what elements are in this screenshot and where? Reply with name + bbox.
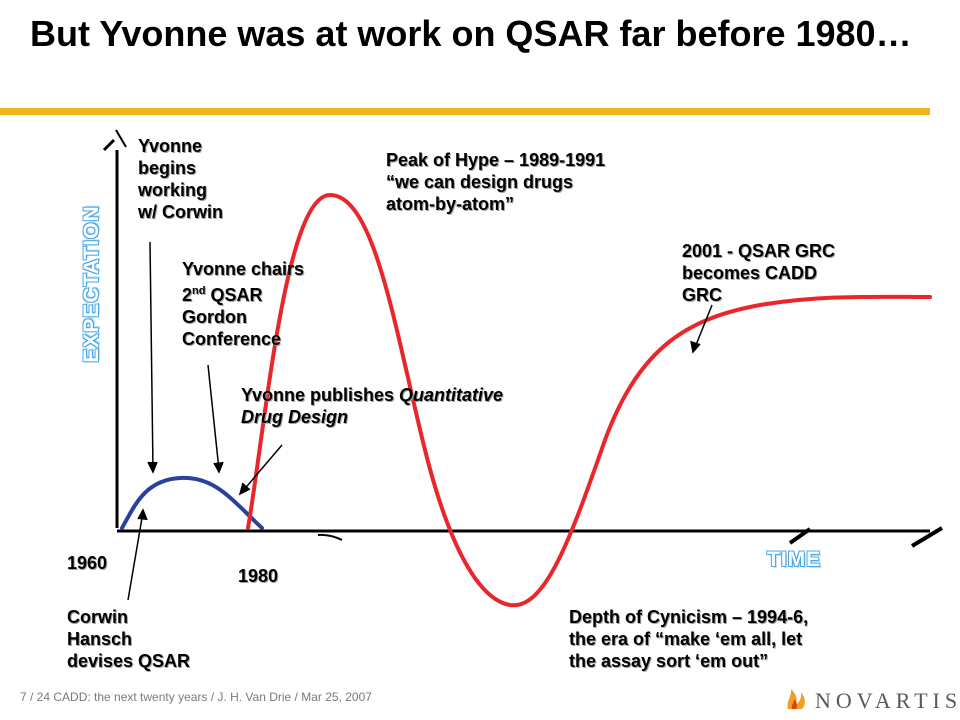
arrow-yvonne-chairs [207, 364, 220, 471]
hype-cycle-curve [246, 192, 932, 608]
annotation-yvonne-begins: Yvonne begins working w/ Corwin [138, 135, 223, 223]
annotation-line: GRC [682, 285, 722, 305]
annotation-line: atom-by-atom” [386, 194, 515, 214]
slide-footer: 7 / 24 CADD: the next twenty years / J. … [20, 690, 372, 704]
annotation-line: Drug Design [241, 407, 349, 427]
year-1960: 1960 [67, 553, 108, 573]
annotation-corwin-hansch: Corwin Hansch devises QSAR [67, 606, 190, 672]
annotation-depth-of-cynicism: Depth of Cynicism – 1994-6, the era of “… [569, 606, 808, 672]
annotation-line: Corwin [67, 607, 128, 627]
annotation-line: Yvonne chairs [182, 259, 305, 279]
arrow-corwin [127, 511, 144, 601]
annotation-peak-of-hype: Peak of Hype – 1989-1991 “we can design … [386, 149, 605, 215]
annotation-line: w/ Corwin [138, 202, 223, 222]
annotation-line: Gordon [182, 307, 247, 327]
y-axis-label: EXPECTATION [80, 205, 103, 363]
arrow-grc [693, 304, 713, 351]
annotation-line: the era of “make ‘em all, let [569, 629, 803, 649]
early-qsar-curve [120, 475, 264, 530]
annotation-yvonne-publishes: Yvonne publishes Quantitative Drug Desig… [241, 384, 503, 428]
arrowhead [147, 461, 158, 474]
x-axis-break-mark [788, 527, 812, 545]
annotation-line: working [138, 180, 208, 200]
annotation-line: Yvonne [138, 136, 203, 156]
annotation-yvonne-chairs: Yvonne chairs 2nd QSAR Gordon Conference [182, 258, 304, 350]
y-axis-break-mark [115, 129, 127, 148]
annotation-line: 2nd QSAR [182, 285, 263, 305]
annotation-line: Peak of Hype – 1989-1991 [386, 150, 606, 170]
arrow-yvonne-publishes [241, 444, 283, 493]
annotation-line: Yvonne publishes Quantitative [241, 385, 504, 405]
annotation-qsar-grc: 2001 - QSAR GRC becomes CADD GRC [682, 240, 835, 306]
x-axis-break-mark [317, 533, 343, 541]
x-axis-break-mark [910, 526, 944, 548]
annotation-line: Depth of Cynicism – 1994-6, [569, 607, 809, 627]
novartis-flame-icon [787, 689, 805, 709]
arrow-yvonne-begins [149, 241, 154, 471]
arrowhead [238, 482, 251, 496]
annotation-line: Hansch [67, 629, 133, 649]
annotation-line: 2001 - QSAR GRC [682, 241, 836, 261]
arrowhead [690, 340, 701, 354]
arrowhead [213, 461, 224, 474]
y-axis-break-mark [102, 138, 116, 152]
annotation-arrows [127, 241, 713, 601]
annotation-line: devises QSAR [67, 651, 191, 671]
annotation-line: “we can design drugs [386, 172, 574, 192]
annotation-line: becomes CADD [682, 263, 818, 283]
annotation-line: Conference [182, 329, 282, 349]
title-divider [0, 108, 930, 115]
year-1980: 1980 [238, 566, 279, 586]
annotation-line: the assay sort ‘em out” [569, 651, 769, 671]
slide-title: But Yvonne was at work on QSAR far befor… [30, 13, 912, 54]
novartis-logo: NOVARTIS [815, 688, 960, 713]
annotation-line: begins [138, 158, 197, 178]
x-axis-label: TIME [767, 548, 822, 571]
arrowhead [137, 508, 148, 521]
